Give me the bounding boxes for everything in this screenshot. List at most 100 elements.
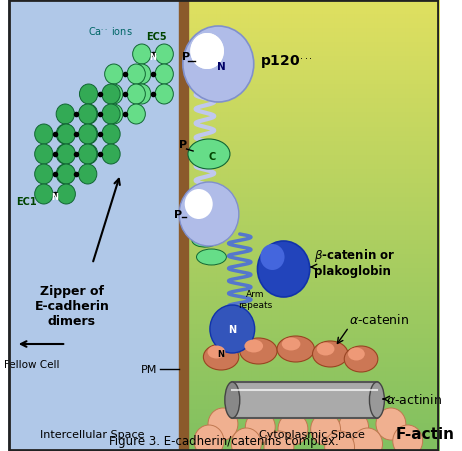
Ellipse shape xyxy=(35,184,53,205)
Ellipse shape xyxy=(133,85,151,105)
Circle shape xyxy=(278,413,308,445)
Ellipse shape xyxy=(348,348,365,361)
Ellipse shape xyxy=(244,340,263,353)
Ellipse shape xyxy=(277,336,315,362)
Ellipse shape xyxy=(317,343,334,356)
Text: C: C xyxy=(208,152,215,161)
Text: N: N xyxy=(52,193,59,202)
Ellipse shape xyxy=(344,346,378,372)
Bar xyxy=(8,0,179,451)
Text: Figure 3. E-cadherin/catenins complex.: Figure 3. E-cadherin/catenins complex. xyxy=(109,434,339,447)
Ellipse shape xyxy=(35,145,53,165)
Text: F-actin: F-actin xyxy=(395,427,455,442)
Ellipse shape xyxy=(56,105,74,125)
Circle shape xyxy=(339,411,369,443)
Ellipse shape xyxy=(312,341,348,367)
Ellipse shape xyxy=(79,165,97,184)
Ellipse shape xyxy=(196,249,226,265)
Ellipse shape xyxy=(155,65,173,85)
Ellipse shape xyxy=(203,344,239,370)
Ellipse shape xyxy=(155,85,173,105)
Text: Zipper of
E-cadherin
dimers: Zipper of E-cadherin dimers xyxy=(34,285,109,327)
Circle shape xyxy=(210,305,255,353)
Text: PM: PM xyxy=(141,364,158,374)
Ellipse shape xyxy=(35,125,53,145)
Ellipse shape xyxy=(79,145,98,165)
Text: P: P xyxy=(175,210,182,220)
Text: Cytoplasmic Space: Cytoplasmic Space xyxy=(259,429,365,439)
Ellipse shape xyxy=(79,105,97,125)
Text: N: N xyxy=(218,350,225,359)
Ellipse shape xyxy=(79,145,97,165)
Ellipse shape xyxy=(102,105,120,125)
Text: EC1: EC1 xyxy=(16,197,36,207)
Ellipse shape xyxy=(133,45,151,65)
Circle shape xyxy=(208,408,238,440)
Text: Ca$^{..}$ ions: Ca$^{..}$ ions xyxy=(88,25,133,37)
Ellipse shape xyxy=(127,105,146,125)
Text: Intercellular Space: Intercellular Space xyxy=(40,429,145,439)
Text: N: N xyxy=(150,53,157,62)
Ellipse shape xyxy=(102,145,120,165)
Text: N: N xyxy=(217,62,225,72)
Ellipse shape xyxy=(35,165,53,184)
Ellipse shape xyxy=(57,184,75,205)
Ellipse shape xyxy=(57,125,75,145)
Circle shape xyxy=(376,408,406,440)
Ellipse shape xyxy=(56,165,74,184)
Ellipse shape xyxy=(79,85,98,105)
Ellipse shape xyxy=(195,211,225,228)
Ellipse shape xyxy=(56,125,74,145)
Ellipse shape xyxy=(240,338,277,364)
Circle shape xyxy=(179,183,239,246)
Text: p120$^{...}$: p120$^{...}$ xyxy=(260,53,313,70)
Ellipse shape xyxy=(57,145,75,165)
Text: $\beta$-catenin or: $\beta$-catenin or xyxy=(315,246,396,263)
Circle shape xyxy=(231,428,261,451)
Circle shape xyxy=(260,244,285,271)
Circle shape xyxy=(190,34,224,70)
Ellipse shape xyxy=(133,65,151,85)
Text: N: N xyxy=(228,324,237,334)
Circle shape xyxy=(353,428,383,451)
Ellipse shape xyxy=(79,125,98,145)
Ellipse shape xyxy=(192,231,222,248)
Text: plakoglobin: plakoglobin xyxy=(315,265,391,278)
Circle shape xyxy=(264,431,294,451)
Text: Arm
repeats: Arm repeats xyxy=(238,290,273,309)
Text: $\alpha$-catenin: $\alpha$-catenin xyxy=(349,312,409,326)
Circle shape xyxy=(257,241,310,297)
Circle shape xyxy=(245,411,275,443)
Ellipse shape xyxy=(207,346,225,359)
Text: EC5: EC5 xyxy=(146,32,167,42)
Circle shape xyxy=(190,34,224,70)
Text: $\alpha$-actinin: $\alpha$-actinin xyxy=(386,392,442,406)
Ellipse shape xyxy=(105,85,123,105)
Text: P: P xyxy=(179,140,187,150)
Ellipse shape xyxy=(102,85,120,105)
Circle shape xyxy=(194,425,224,451)
Ellipse shape xyxy=(188,140,230,170)
FancyBboxPatch shape xyxy=(231,382,379,418)
Ellipse shape xyxy=(79,125,97,145)
Ellipse shape xyxy=(105,65,123,85)
Ellipse shape xyxy=(56,145,74,165)
Text: Fellow Cell: Fellow Cell xyxy=(4,359,60,369)
Ellipse shape xyxy=(57,165,75,184)
Ellipse shape xyxy=(282,338,300,351)
Bar xyxy=(179,0,188,451)
Circle shape xyxy=(183,27,254,103)
Ellipse shape xyxy=(370,382,384,418)
Ellipse shape xyxy=(127,65,146,85)
Circle shape xyxy=(185,189,213,220)
Ellipse shape xyxy=(79,105,98,125)
Circle shape xyxy=(393,425,423,451)
Ellipse shape xyxy=(225,382,240,418)
Circle shape xyxy=(310,413,340,445)
Ellipse shape xyxy=(105,105,123,125)
Ellipse shape xyxy=(102,125,120,145)
Text: P: P xyxy=(182,52,190,62)
Ellipse shape xyxy=(155,45,173,65)
Circle shape xyxy=(325,431,354,451)
Ellipse shape xyxy=(192,191,221,208)
